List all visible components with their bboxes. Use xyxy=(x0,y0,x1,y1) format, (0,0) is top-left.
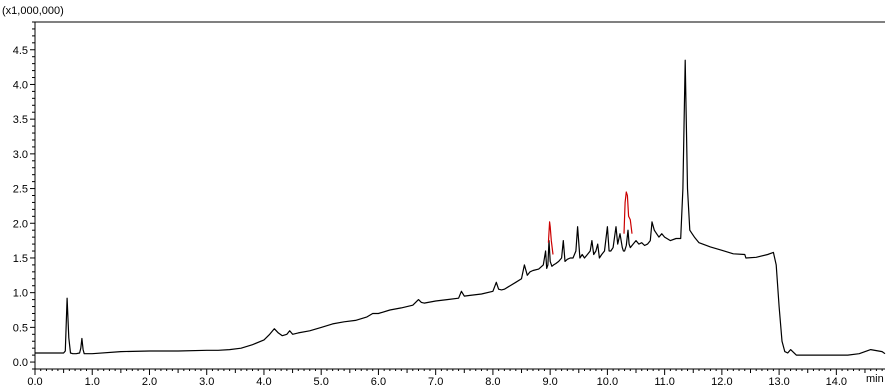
x-tick-label: 12.0 xyxy=(711,376,732,387)
y-tick-label: 3.5 xyxy=(13,114,28,126)
y-multiplier-label: (x1,000,000) xyxy=(2,5,64,17)
y-axis: 0.0 0.5 1.0 1.5 2.0 2.5 3.0 3.5 4.0 4.5 xyxy=(13,21,35,370)
x-tick-label: 8.0 xyxy=(485,376,500,387)
x-unit-label: min xyxy=(866,373,884,385)
x-tick-label: 7.0 xyxy=(428,376,443,387)
series-layer xyxy=(35,59,886,356)
x-tick-label: 0.0 xyxy=(27,376,42,387)
x-tick-label: 10.0 xyxy=(597,376,618,387)
x-tick-label: 3.0 xyxy=(199,376,214,387)
x-tick-label: 6.0 xyxy=(371,376,386,387)
y-tick-label: 1.5 xyxy=(13,253,28,265)
x-axis: 0.0 1.0 2.0 3.0 4.0 5.0 6.0 7.0 8.0 9.0 10.0 11.0 12… xyxy=(27,369,883,387)
y-tick-label: 4.5 xyxy=(13,45,28,57)
y-tick-label: 2.0 xyxy=(13,218,28,230)
plot-frame xyxy=(34,21,885,370)
series-line-1 xyxy=(35,59,886,356)
x-tick-label: 2.0 xyxy=(142,376,157,387)
x-tick-label: 4.0 xyxy=(256,376,271,387)
y-tick-label: 0.5 xyxy=(13,322,28,334)
y-tick-label: 2.5 xyxy=(13,184,28,196)
y-tick-label: 1.0 xyxy=(13,288,28,300)
series-line-3 xyxy=(623,191,633,234)
y-tick-label: 3.0 xyxy=(13,149,28,161)
x-tick-label: 1.0 xyxy=(85,376,100,387)
x-tick-label: 9.0 xyxy=(543,376,558,387)
y-tick-label: 4.0 xyxy=(13,79,28,91)
y-tick-label: 0.0 xyxy=(13,357,28,369)
series-line-2 xyxy=(547,221,554,255)
x-tick-label: 11.0 xyxy=(654,376,675,387)
x-tick-label: 5.0 xyxy=(314,376,329,387)
x-tick-label: 13.0 xyxy=(768,376,789,387)
x-tick-label: 14.0 xyxy=(826,376,847,387)
